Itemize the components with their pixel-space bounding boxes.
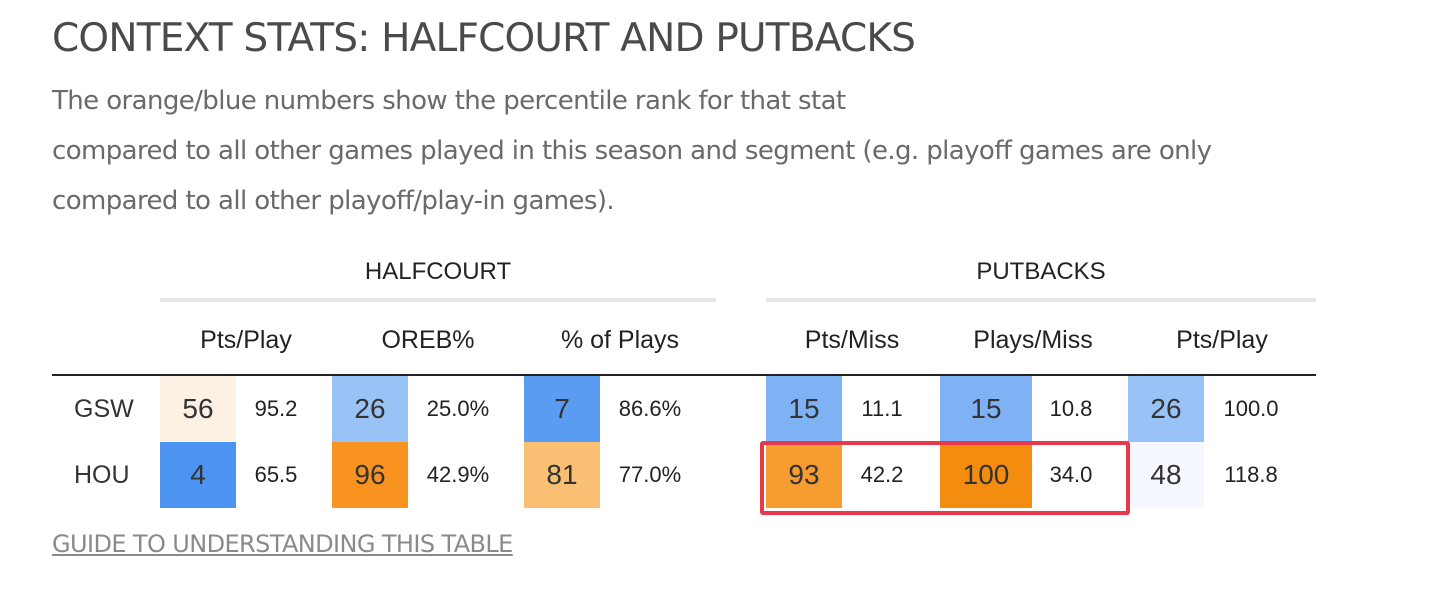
stat-value: 86.6% (618, 396, 682, 421)
subtitle-line-2: compared to all other games played in th… (52, 136, 1212, 166)
percentile-badge: 96 (332, 442, 408, 508)
stat-value: 65.5 (254, 462, 298, 487)
percentile-badge: 93 (766, 442, 842, 508)
stat-value: 11.1 (861, 396, 903, 421)
page-subtitle: The orange/blue numbers show the percent… (52, 76, 1382, 226)
subtitle-line-3: compared to all other playoff/play-in ga… (52, 186, 615, 216)
page-title: CONTEXT STATS: HALFCOURT AND PUTBACKS (52, 16, 916, 61)
group-divider-halfcourt (160, 298, 716, 302)
guide-link[interactable]: GUIDE TO UNDERSTANDING THIS TABLE (52, 530, 513, 558)
percentile-badge: 4 (160, 442, 236, 508)
stat-value: 100.0 (1223, 396, 1279, 421)
percentile-badge: 26 (332, 376, 408, 442)
stat-value: 42.9% (426, 462, 490, 487)
percentile-badge: 100 (940, 442, 1032, 508)
column-header-putbacks-plays-miss: Plays/Miss (973, 326, 1093, 354)
column-header-halfcourt-pts-play: Pts/Play (200, 326, 292, 354)
stat-value: 10.8 (1049, 396, 1093, 421)
percentile-badge: 15 (940, 376, 1032, 442)
team-label: HOU (74, 461, 130, 489)
percentile-badge: 81 (524, 442, 600, 508)
highlight-box (760, 441, 1130, 515)
column-header-putbacks-pts-play: Pts/Play (1176, 326, 1268, 354)
percentile-badge: 56 (160, 376, 236, 442)
group-header-putbacks: PUTBACKS (976, 258, 1106, 285)
stat-value: 34.0 (1049, 462, 1093, 487)
column-header-halfcourt-pct-plays: % of Plays (560, 326, 680, 354)
stat-value: 118.8 (1224, 462, 1278, 487)
stat-value: 42.2 (860, 462, 904, 487)
column-header-putbacks-pts-miss: Pts/Miss (804, 326, 900, 354)
group-header-halfcourt: HALFCOURT (364, 258, 512, 285)
percentile-badge: 15 (766, 376, 842, 442)
header-rule (52, 374, 1316, 376)
percentile-badge: 26 (1128, 376, 1204, 442)
percentile-badge: 48 (1128, 442, 1204, 508)
stat-value: 77.0% (618, 462, 682, 487)
group-divider-putbacks (766, 298, 1316, 302)
percentile-badge: 7 (524, 376, 600, 442)
stat-value: 95.2 (254, 396, 298, 421)
subtitle-line-1: The orange/blue numbers show the percent… (52, 86, 846, 116)
team-label: GSW (74, 395, 134, 423)
column-header-halfcourt-oreb: OREB% (381, 326, 475, 354)
stat-value: 25.0% (426, 396, 490, 421)
